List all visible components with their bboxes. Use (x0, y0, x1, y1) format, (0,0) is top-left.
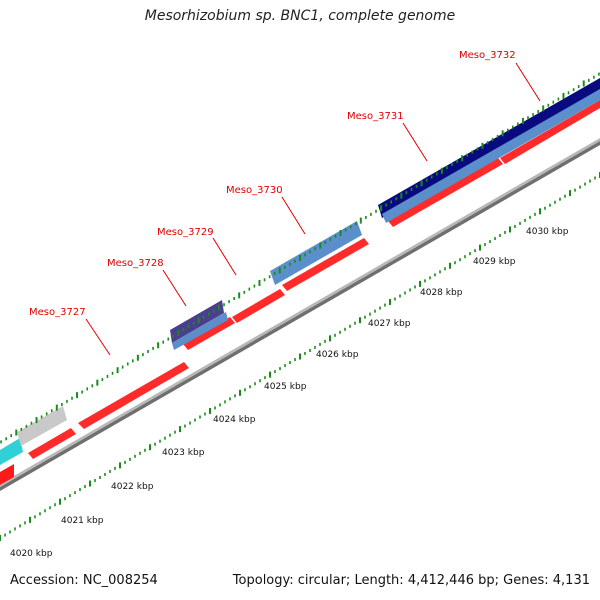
cds-blue (172, 312, 228, 350)
cds-arrow (500, 100, 600, 164)
tick-label: 4023 kbp (162, 448, 205, 458)
cds-arrow (28, 428, 76, 459)
cds-arrow (388, 158, 503, 227)
tick-label: 4021 kbp (61, 516, 104, 526)
gene-label: Meso_3732 (459, 50, 516, 61)
tick-label: 4028 kbp (420, 288, 463, 298)
tick-label: 4029 kbp (473, 257, 516, 267)
cds-cyan (0, 438, 23, 465)
accession-value: NC_008254 (82, 573, 158, 588)
genome-stats: Topology: circular; Length: 4,412,446 bp… (232, 573, 590, 588)
length-label: Length: (354, 573, 404, 588)
leader-line (212, 237, 237, 276)
cds-features[interactable] (0, 78, 600, 465)
tick-label: 4022 kbp (111, 482, 154, 492)
tick-label: 4025 kbp (264, 382, 307, 392)
cds-gray (17, 406, 67, 446)
map-title: Mesorhizobium sp. BNC1, complete genome (144, 8, 456, 24)
gene-leader-lines (85, 62, 541, 356)
cds-purple (170, 300, 224, 343)
cds-arrow (0, 464, 14, 485)
inner-tick-track (0, 172, 600, 541)
leader-line (162, 269, 187, 307)
gene-label: Meso_3727 (29, 307, 86, 318)
length-value: 4,412,446 bp (407, 573, 495, 588)
genome-backbone (0, 138, 600, 491)
tick-label: 4026 kbp (316, 350, 359, 360)
cds-arrow (232, 289, 285, 323)
gene-label: Meso_3729 (157, 227, 214, 238)
tick-label: 4024 kbp (213, 415, 256, 425)
accession-label: Accession: (10, 573, 79, 588)
accession-info: Accession: NC_008254 (10, 573, 158, 588)
tick-label: 4027 kbp (368, 319, 411, 329)
gene-labels: Meso_3727 Meso_3728 Meso_3729 Meso_3730 … (29, 50, 516, 318)
gene-label: Meso_3730 (226, 185, 283, 196)
gene-label: Meso_3728 (107, 258, 164, 269)
genes-value: 4,131 (552, 573, 590, 588)
cds-arrow (78, 362, 189, 429)
forward-strand-features[interactable] (0, 100, 600, 485)
topology-value: circular (297, 573, 346, 588)
leader-line (281, 196, 306, 235)
leader-line (515, 62, 541, 102)
topology-label: Topology: (232, 573, 294, 588)
outer-tick-track (0, 72, 600, 444)
tick-label: 4020 kbp (10, 549, 53, 559)
genes-label: Genes: (503, 573, 549, 588)
tick-label: 4030 kbp (526, 227, 569, 237)
gene-label: Meso_3731 (347, 111, 404, 122)
leader-line (402, 122, 428, 162)
cds-arrow (183, 317, 235, 350)
coordinate-labels: 4020 kbp 4021 kbp 4022 kbp 4023 kbp 4024… (10, 227, 569, 559)
cds-blue (270, 221, 362, 285)
leader-line (85, 318, 111, 356)
cds-arrow (282, 238, 369, 291)
cds-blue (382, 89, 600, 223)
cds-navy (378, 78, 600, 218)
